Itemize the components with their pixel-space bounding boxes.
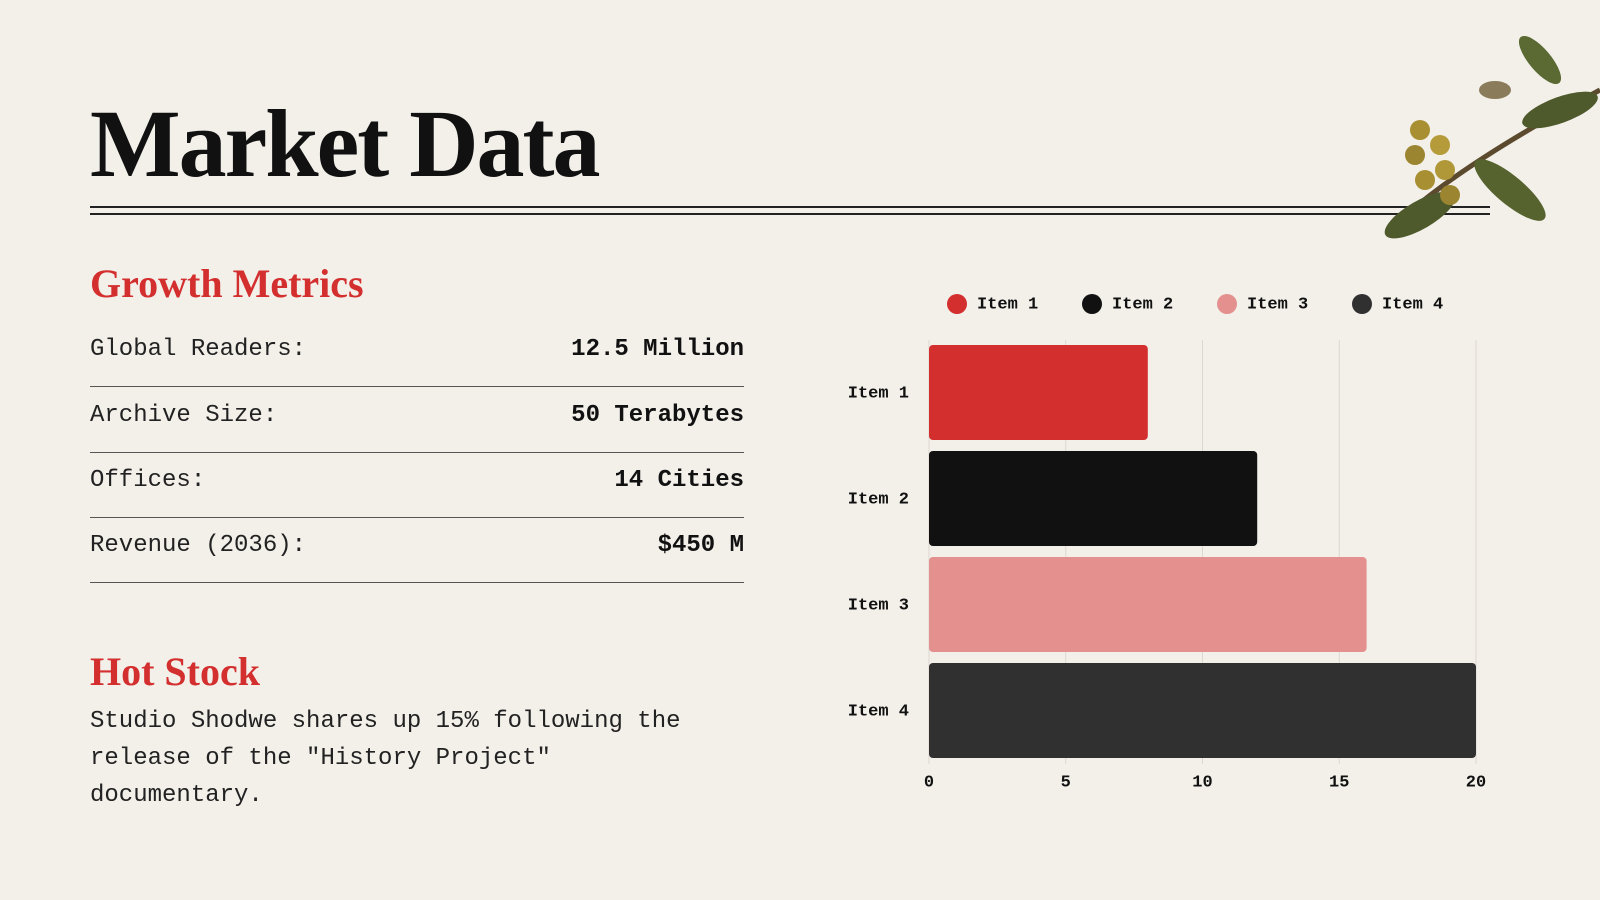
legend-label: Item 2: [1112, 295, 1173, 314]
x-tick-label: 10: [1192, 773, 1212, 792]
y-tick-label: Item 2: [848, 490, 909, 509]
metric-label: Revenue (2036):: [90, 532, 307, 559]
legend-label: Item 3: [1247, 295, 1308, 314]
bar: [929, 451, 1258, 546]
title: Market Data: [90, 90, 600, 197]
bar: [929, 345, 1148, 440]
y-tick-label: Item 4: [848, 702, 909, 721]
legend-swatch: [1217, 294, 1237, 314]
x-tick-label: 0: [924, 773, 934, 792]
rule: [90, 206, 1490, 208]
metric-row: Revenue (2036): $450 M: [90, 532, 744, 583]
decoration: [1384, 35, 1600, 239]
metric-row: Global Readers: 12.5 Million: [90, 336, 744, 387]
metric-label: Archive Size:: [90, 402, 278, 429]
bar: [929, 663, 1476, 758]
bar: [929, 557, 1367, 652]
metric-value: $450 M: [657, 532, 744, 559]
paragraph: Studio Shodwe shares up 15% following th…: [90, 708, 681, 809]
y-tick-label: Item 1: [848, 384, 909, 403]
legend-swatch: [1082, 294, 1102, 314]
metric-row: Offices: 14 Cities: [90, 467, 744, 518]
x-tick-label: 15: [1329, 773, 1349, 792]
rule: [90, 213, 1490, 215]
metric-label: Global Readers:: [90, 336, 307, 363]
x-tick-label: 5: [1061, 773, 1071, 792]
metric-value: 12.5 Million: [571, 336, 744, 363]
metric-row: Archive Size: 50 Terabytes: [90, 402, 744, 453]
metric-value: 50 Terabytes: [571, 402, 744, 429]
x-tick-label: 20: [1466, 773, 1486, 792]
legend-label: Item 4: [1382, 295, 1443, 314]
legend-swatch: [1352, 294, 1372, 314]
legend-label: Item 1: [977, 295, 1038, 314]
section-heading: Hot Stock: [90, 649, 260, 694]
metric-value: 14 Cities: [614, 467, 744, 494]
y-tick-label: Item 3: [848, 596, 909, 615]
legend-swatch: [947, 294, 967, 314]
section-heading: Growth Metrics: [90, 261, 364, 306]
metric-label: Offices:: [90, 467, 206, 494]
